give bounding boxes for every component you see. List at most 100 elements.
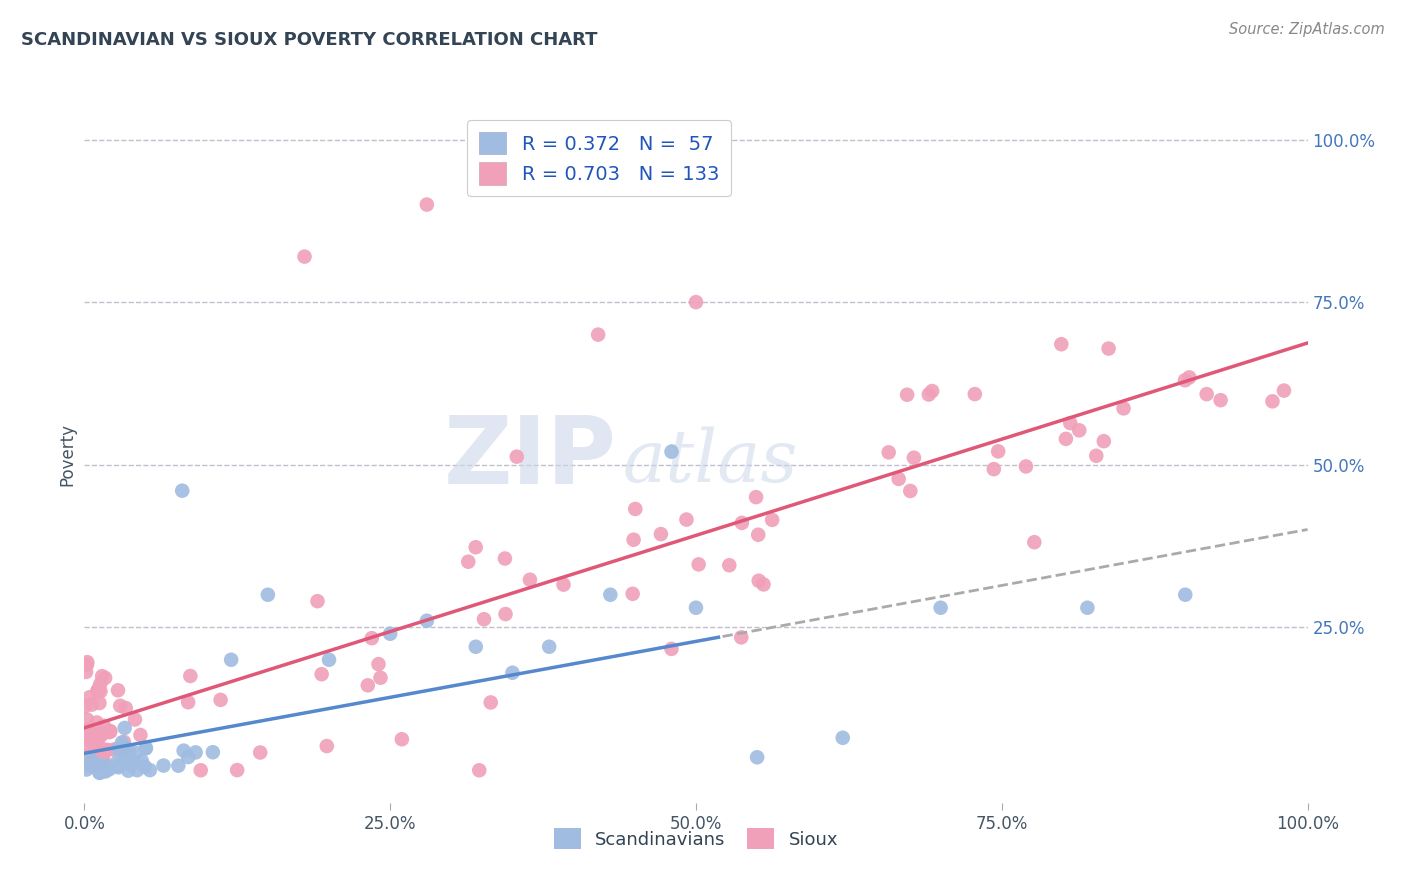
Point	[89, 730, 111, 744]
Point	[107, 741, 129, 756]
Point	[93, 764, 115, 778]
Point	[83, 731, 105, 745]
Point	[918, 387, 941, 401]
Point	[86, 747, 108, 762]
Point	[91, 742, 114, 756]
Point	[75, 665, 97, 679]
Point	[745, 490, 768, 504]
Point	[494, 551, 516, 566]
Point	[929, 600, 952, 615]
Point	[89, 765, 111, 780]
Point	[177, 695, 200, 709]
Point	[79, 690, 101, 705]
Point	[1069, 423, 1091, 437]
Point	[586, 327, 609, 342]
Point	[87, 749, 110, 764]
Point	[82, 755, 104, 769]
Point	[177, 750, 200, 764]
Point	[921, 384, 943, 398]
Point	[139, 763, 162, 777]
Point	[468, 764, 491, 778]
Point	[1195, 387, 1218, 401]
Point	[91, 763, 114, 777]
Point	[76, 713, 98, 727]
Point	[761, 513, 783, 527]
Point	[650, 527, 672, 541]
Point	[94, 758, 117, 772]
Point	[190, 764, 212, 778]
Point	[173, 744, 195, 758]
Point	[624, 502, 647, 516]
Point	[661, 444, 683, 458]
Point	[747, 527, 769, 541]
Y-axis label: Poverty: Poverty	[58, 424, 76, 486]
Point	[623, 533, 645, 547]
Point	[747, 750, 769, 764]
Point	[90, 751, 112, 765]
Point	[114, 742, 136, 756]
Point	[107, 755, 129, 769]
Point	[79, 759, 101, 773]
Point	[98, 725, 121, 739]
Point	[294, 250, 316, 264]
Point	[661, 641, 683, 656]
Point	[114, 721, 136, 735]
Point	[103, 742, 125, 756]
Point	[1174, 373, 1197, 387]
Point	[307, 594, 329, 608]
Point	[89, 684, 111, 698]
Point	[1050, 337, 1073, 351]
Point	[91, 727, 114, 741]
Point	[86, 684, 108, 698]
Point	[76, 749, 98, 764]
Point	[621, 587, 644, 601]
Point	[107, 760, 129, 774]
Point	[135, 741, 157, 756]
Point	[963, 387, 986, 401]
Point	[831, 731, 853, 745]
Point	[86, 715, 108, 730]
Point	[89, 765, 111, 780]
Point	[226, 763, 249, 777]
Point	[127, 763, 149, 777]
Point	[83, 741, 105, 756]
Point	[201, 745, 224, 759]
Point	[172, 483, 194, 498]
Point	[90, 746, 112, 760]
Point	[94, 744, 117, 758]
Point	[464, 640, 486, 654]
Point	[519, 573, 541, 587]
Point	[97, 743, 120, 757]
Point	[112, 739, 135, 754]
Point	[93, 719, 115, 733]
Point	[114, 701, 136, 715]
Point	[75, 739, 97, 754]
Point	[464, 540, 486, 554]
Point	[80, 726, 103, 740]
Point	[748, 574, 770, 588]
Point	[416, 197, 439, 211]
Point	[80, 698, 103, 712]
Point	[135, 741, 157, 756]
Point	[83, 759, 105, 773]
Point	[599, 588, 621, 602]
Point	[1178, 370, 1201, 384]
Point	[457, 555, 479, 569]
Point	[688, 558, 710, 572]
Point	[91, 756, 114, 770]
Point	[84, 739, 107, 753]
Point	[1272, 384, 1295, 398]
Point	[76, 655, 98, 669]
Point	[94, 671, 117, 685]
Point	[129, 728, 152, 742]
Point	[114, 749, 136, 764]
Point	[311, 667, 333, 681]
Point	[472, 612, 495, 626]
Point	[73, 756, 96, 771]
Point	[730, 631, 752, 645]
Point	[117, 764, 139, 778]
Point	[167, 758, 190, 772]
Point	[107, 759, 129, 773]
Point	[84, 731, 107, 745]
Point	[360, 631, 382, 645]
